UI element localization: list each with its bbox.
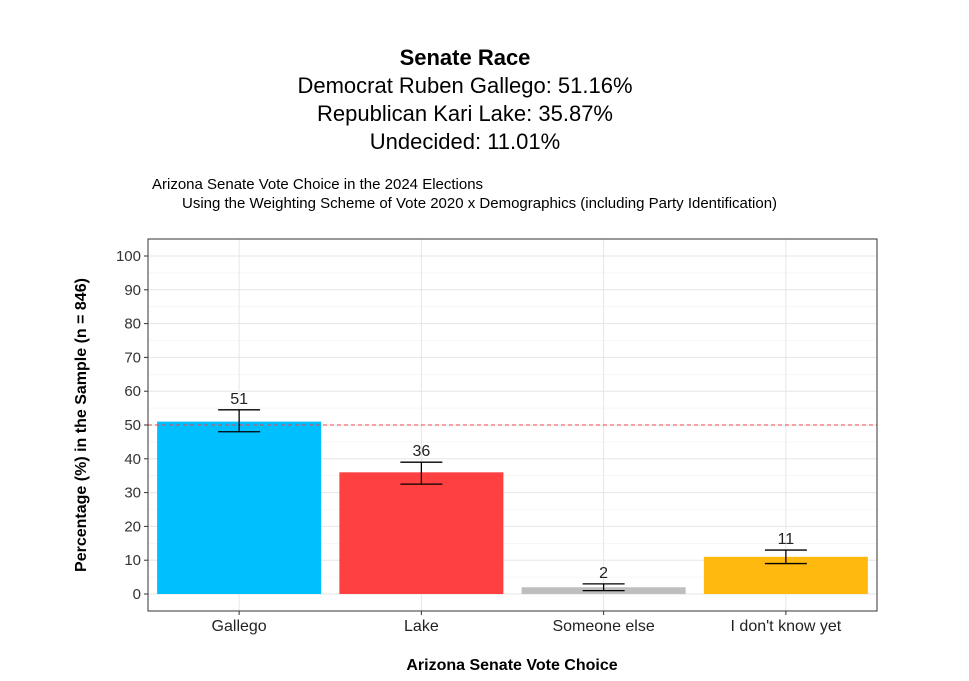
x-tick-label: Lake [404, 618, 439, 635]
chart-title: Arizona Senate Vote Choice in the 2024 E… [152, 176, 484, 193]
figure-title: Senate Race [399, 45, 531, 70]
y-tick-label: 10 [124, 552, 141, 569]
y-tick-label: 20 [124, 518, 141, 535]
y-axis-label: Percentage (%) in the Sample (n = 846) [73, 278, 90, 572]
bar-gallego [157, 421, 322, 594]
gallego-share-line: Democrat Ruben Gallego: 51.16% [297, 73, 633, 98]
value-label-layer: 51 36 2 11 [230, 391, 794, 582]
error-bar-layer [218, 409, 807, 592]
value-label: 2 [599, 565, 608, 582]
value-label: 36 [412, 443, 430, 460]
value-label: 11 [778, 531, 795, 548]
x-tick-label: Gallego [212, 618, 267, 635]
y-tick-label: 80 [124, 316, 141, 333]
y-tick-label: 30 [124, 485, 141, 502]
axis-layer: 0 10 20 30 40 50 60 70 80 90 100 Gallego Lake Someone… [116, 238, 878, 635]
y-tick-label: 70 [124, 349, 141, 366]
x-tick-label: I don't know yet [731, 618, 842, 635]
y-tick-label: 0 [133, 586, 141, 603]
x-tick-label: Someone else [552, 618, 654, 635]
bar-lake [339, 472, 504, 594]
undecided-share-line: Undecided: 11.01% [369, 129, 561, 154]
y-tick-label: 90 [124, 282, 141, 299]
value-label: 51 [230, 391, 248, 408]
lake-share-line: Republican Kari Lake: 35.87% [317, 101, 613, 126]
y-tick-label: 60 [124, 383, 141, 400]
x-axis-label: Arizona Senate Vote Choice [406, 657, 617, 674]
chart-subtitle: Using the Weighting Scheme of Vote 2020 … [182, 195, 778, 212]
figure-header: Senate Race Democrat Ruben Gallego: 51.1… [0, 44, 930, 156]
y-tick-label: 50 [124, 417, 141, 434]
y-tick-label: 40 [124, 451, 141, 468]
y-tick-label: 100 [116, 248, 141, 265]
